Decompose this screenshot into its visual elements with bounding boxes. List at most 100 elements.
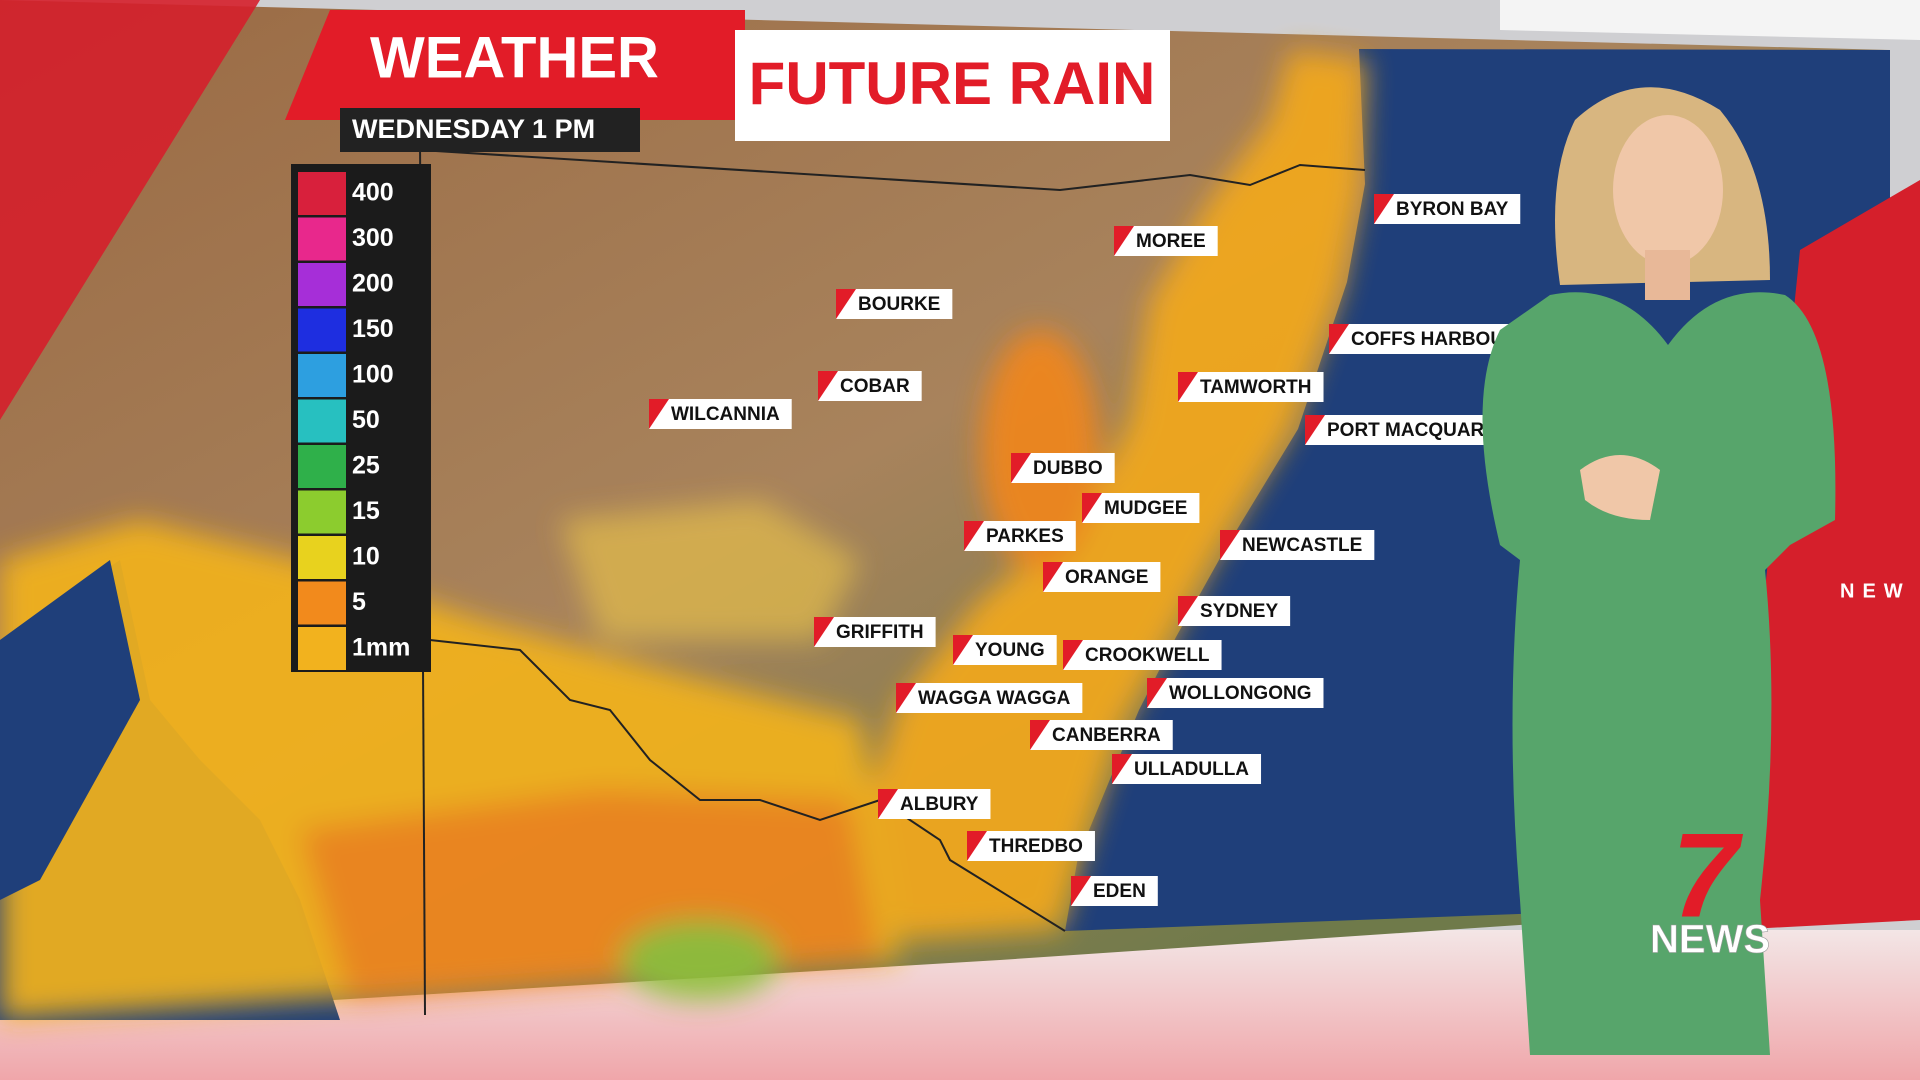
presenter <box>1482 87 1836 1055</box>
city-label: WILCANNIA <box>649 399 792 429</box>
legend-label: 15 <box>352 497 380 525</box>
legend-swatch <box>298 263 346 306</box>
city-label: CROOKWELL <box>1063 640 1222 670</box>
city-box <box>814 617 936 647</box>
city-box <box>896 683 1083 713</box>
city-box <box>1374 194 1521 224</box>
city-label: COBAR <box>818 371 922 401</box>
city-label: ORANGE <box>1043 562 1161 592</box>
city-flag <box>953 635 973 665</box>
city-box <box>878 789 991 819</box>
city-flag <box>1220 530 1240 560</box>
city-name: WOLLONGONG <box>1169 683 1311 704</box>
legend-label: 10 <box>352 543 380 571</box>
city-label: CANBERRA <box>1030 720 1173 750</box>
city-name: BOURKE <box>858 294 940 315</box>
city-box <box>1112 754 1262 784</box>
city-label: WOLLONGONG <box>1147 678 1324 708</box>
city-name: DUBBO <box>1033 458 1103 479</box>
legend-label: 100 <box>352 361 394 389</box>
city-name: ORANGE <box>1065 567 1148 588</box>
city-name: EDEN <box>1093 881 1146 902</box>
state-border-north <box>419 149 1366 192</box>
city-label: NEWCASTLE <box>1220 530 1375 560</box>
legend-swatch <box>298 308 346 352</box>
city-flag <box>1063 640 1083 670</box>
city-box <box>836 289 953 319</box>
side-text: NEW <box>1840 580 1911 602</box>
subtitle-box <box>735 30 1170 141</box>
city-label: MUDGEE <box>1082 493 1200 523</box>
legend-swatch <box>298 172 346 215</box>
city-flag <box>1305 415 1325 445</box>
legend-label: 1mm <box>352 634 410 662</box>
legend-label: 150 <box>352 315 394 343</box>
city-box <box>818 371 922 401</box>
city-flag <box>1329 324 1349 354</box>
city-flag <box>878 789 898 819</box>
time-box <box>340 108 640 152</box>
city-box <box>1114 226 1218 256</box>
logo-text: NEWS <box>1650 918 1770 962</box>
legend-swatch <box>298 536 346 579</box>
city-box <box>1043 562 1161 592</box>
city-box <box>1063 640 1222 670</box>
legend-swatch <box>298 399 346 443</box>
city-label: TAMWORTH <box>1178 372 1324 402</box>
city-label: GRIFFITH <box>814 617 936 647</box>
city-label: ALBURY <box>878 789 991 819</box>
city-flag <box>1071 876 1091 906</box>
city-box <box>967 831 1095 861</box>
city-name: ULLADULLA <box>1134 759 1249 780</box>
city-box <box>1011 453 1115 483</box>
time: WEDNESDAY 1 PM <box>352 114 595 144</box>
ceiling-panel <box>1500 0 1920 40</box>
city-label: MOREE <box>1114 226 1218 256</box>
legend-swatch <box>298 445 346 488</box>
city-flag <box>1011 453 1031 483</box>
city-label: BOURKE <box>836 289 953 319</box>
city-name: GRIFFITH <box>836 622 924 643</box>
city-box <box>1147 678 1324 708</box>
city-label: WAGGA WAGGA <box>896 683 1083 713</box>
city-flag <box>1112 754 1132 784</box>
logo: 7 NEWS <box>1650 809 1771 962</box>
city-box <box>1178 372 1324 402</box>
city-labels: BYRON BAY MOREE BOURKE COFFS HARBOUR COBAR TA… <box>649 194 1530 906</box>
city-box <box>1030 720 1173 750</box>
legend-label: 50 <box>352 406 380 434</box>
city-label: YOUNG <box>953 635 1057 665</box>
city-box <box>1082 493 1200 523</box>
legend-label: 25 <box>352 452 380 480</box>
neck <box>1645 250 1690 300</box>
city-flag <box>1178 372 1198 402</box>
dress <box>1482 292 1836 1055</box>
legend-swatch <box>298 490 346 534</box>
logo-mark: 7 <box>1672 809 1744 943</box>
city-label: EDEN <box>1071 876 1158 906</box>
city-flag <box>649 399 669 429</box>
city-name: COBAR <box>840 376 910 397</box>
city-name: SYDNEY <box>1200 601 1278 622</box>
city-box <box>1305 415 1515 445</box>
city-name: PARKES <box>986 526 1064 547</box>
legend-swatch <box>298 581 346 625</box>
state-border-south <box>429 639 1066 932</box>
city-name: WILCANNIA <box>671 404 780 425</box>
city-box <box>1220 530 1375 560</box>
red-wall <box>1730 180 1920 930</box>
face <box>1613 115 1723 265</box>
legend-swatch <box>298 354 346 397</box>
city-name: TAMWORTH <box>1200 377 1312 398</box>
city-flag <box>964 521 984 551</box>
city-name: WAGGA WAGGA <box>918 688 1071 709</box>
city-flag <box>896 683 916 713</box>
city-name: PORT MACQUARIE <box>1327 420 1502 441</box>
city-flag <box>1030 720 1050 750</box>
city-flag <box>1374 194 1394 224</box>
red-accent <box>0 0 260 420</box>
city-flag <box>1147 678 1167 708</box>
legend-swatch <box>298 627 346 670</box>
